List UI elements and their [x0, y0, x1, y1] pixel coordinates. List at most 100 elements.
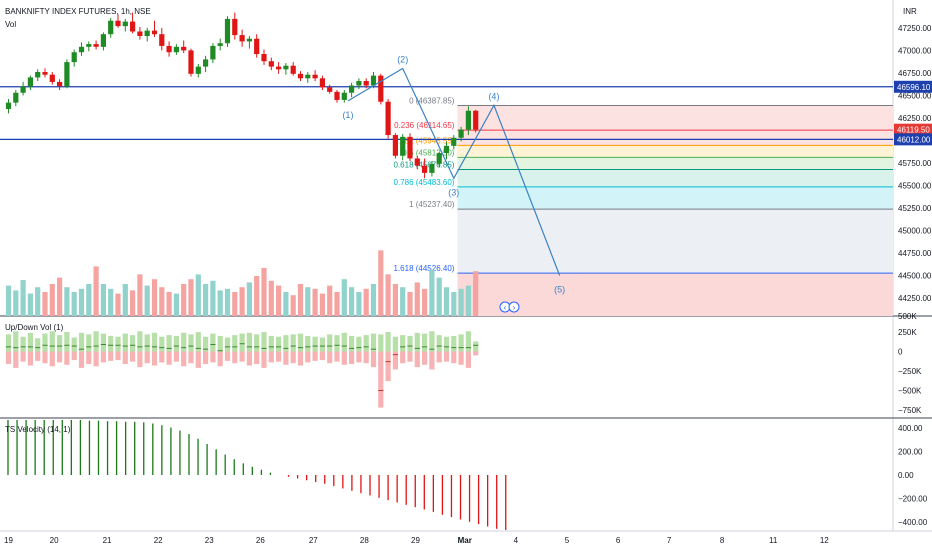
elliott-wave-drawing[interactable]: (1) (2) (3) (4) (5) — [342, 54, 565, 294]
volume-bar — [451, 292, 457, 316]
fibonacci-retracement[interactable]: 0 (46387.85) 0.236 (46114.65) 0.382 (45945… — [394, 97, 893, 316]
candle-body — [224, 18, 231, 44]
volume-bar — [144, 285, 150, 316]
up-volume-bar — [181, 332, 187, 352]
fib-label-0.786: 0.786 (45483.60) — [394, 178, 455, 187]
time-tick-label: 7 — [667, 536, 672, 545]
volume-bar — [385, 274, 391, 316]
candle-body — [5, 102, 12, 109]
candle-body — [341, 92, 347, 100]
fib-extension-zone — [457, 273, 893, 316]
chart-navigation-buttons[interactable]: ‹ › — [499, 301, 520, 313]
candle-body — [232, 18, 238, 36]
fib-label-0: 0 (46387.85) — [409, 97, 455, 106]
candle-body — [86, 44, 92, 47]
volume-bar — [276, 285, 282, 316]
price-tick-label: 46750.00 — [898, 69, 932, 78]
up-volume-bar — [35, 338, 41, 352]
down-volume-bar — [378, 351, 384, 408]
fib-label-0.236: 0.236 (46114.65) — [394, 121, 455, 130]
up-volume-bar — [130, 335, 136, 352]
up-volume-bar — [224, 337, 231, 352]
time-tick-label: 5 — [565, 536, 570, 545]
down-volume-bar — [71, 351, 77, 361]
up-volume-bar — [312, 336, 318, 352]
up-volume-bar — [166, 335, 172, 352]
up-volume-bar — [57, 335, 63, 352]
up-volume-bar — [297, 333, 304, 352]
volume-bar — [217, 290, 223, 316]
price-tick-label: 45250.00 — [898, 204, 932, 213]
price-tick-label: 47000.00 — [898, 46, 932, 55]
up-volume-bar — [254, 334, 260, 352]
updown-volume-label[interactable]: Up/Down Vol (1) — [5, 323, 64, 332]
down-volume-bar — [137, 351, 143, 368]
price-label-text: 46119.50 — [897, 126, 930, 135]
candle-body — [27, 77, 33, 87]
candle-body — [378, 75, 384, 102]
price-tick-label: 44500.00 — [898, 271, 932, 280]
up-volume-bar — [356, 336, 362, 352]
horizontal-price-lines[interactable] — [0, 86, 893, 141]
up-volume-bar — [276, 336, 282, 352]
up-volume-bar — [20, 336, 26, 352]
velocity-tick-label: −400.00 — [898, 518, 928, 527]
volume-bar — [268, 280, 274, 316]
volume-bar — [239, 287, 245, 316]
down-volume-bar — [356, 351, 362, 363]
down-volume-bar — [203, 351, 209, 364]
fib-zone-0.618 — [457, 169, 893, 187]
volume-bar — [86, 284, 92, 316]
down-volume-bar — [246, 351, 252, 366]
time-tick-label: 6 — [616, 536, 621, 545]
candle-body — [57, 81, 63, 87]
down-volume-bar — [93, 351, 99, 367]
currency-label[interactable]: INR — [903, 7, 917, 16]
volume-bar — [108, 288, 114, 316]
candle-body — [363, 81, 369, 86]
down-volume-bar — [385, 351, 391, 382]
velocity-label[interactable]: TS Velocity (14, 1) — [5, 425, 71, 434]
wave-path[interactable] — [347, 67, 561, 276]
up-volume-bar — [305, 335, 311, 352]
down-volume-bar — [443, 351, 450, 362]
scroll-forward-icon[interactable] — [508, 301, 520, 313]
price-label-badge — [894, 123, 932, 136]
down-volume-bar — [115, 351, 121, 361]
candle-body — [35, 72, 41, 78]
candle-body — [254, 38, 260, 55]
down-volume-bar — [78, 351, 85, 368]
volume-bar — [122, 284, 128, 316]
down-volume-bar — [122, 351, 128, 364]
volume-bar — [246, 282, 252, 316]
down-volume-bar — [49, 351, 55, 367]
volume-bar — [465, 285, 471, 316]
candle-body — [159, 34, 165, 46]
fib-zone-0.786 — [457, 186, 893, 210]
price-label-text: 46596.10 — [897, 83, 931, 92]
time-tick-label: 29 — [411, 536, 420, 545]
volume-indicator-label[interactable]: Vol — [5, 20, 16, 29]
down-volume-bar — [239, 351, 245, 362]
down-volume-bar — [108, 351, 114, 361]
down-volume-bar — [64, 351, 70, 365]
up-volume-bar — [122, 333, 128, 352]
up-volume-bar — [27, 332, 33, 352]
down-volume-bar — [224, 351, 231, 361]
down-volume-bar — [20, 351, 26, 362]
volume-bar — [57, 277, 63, 316]
price-tick-label: 45500.00 — [898, 181, 932, 190]
down-volume-bar — [13, 351, 19, 368]
up-volume-bar — [203, 336, 209, 352]
down-volume-bar — [130, 351, 136, 362]
velocity-bars — [7, 420, 507, 530]
down-volume-bar — [217, 351, 223, 367]
volume-bar — [188, 279, 194, 316]
volume-bar — [356, 292, 362, 316]
volume-bar — [93, 266, 99, 316]
down-volume-bar — [458, 351, 464, 365]
volume-bar — [35, 287, 41, 316]
fib-zone-0 — [457, 105, 893, 131]
updown-tick-label: 0 — [898, 348, 903, 357]
